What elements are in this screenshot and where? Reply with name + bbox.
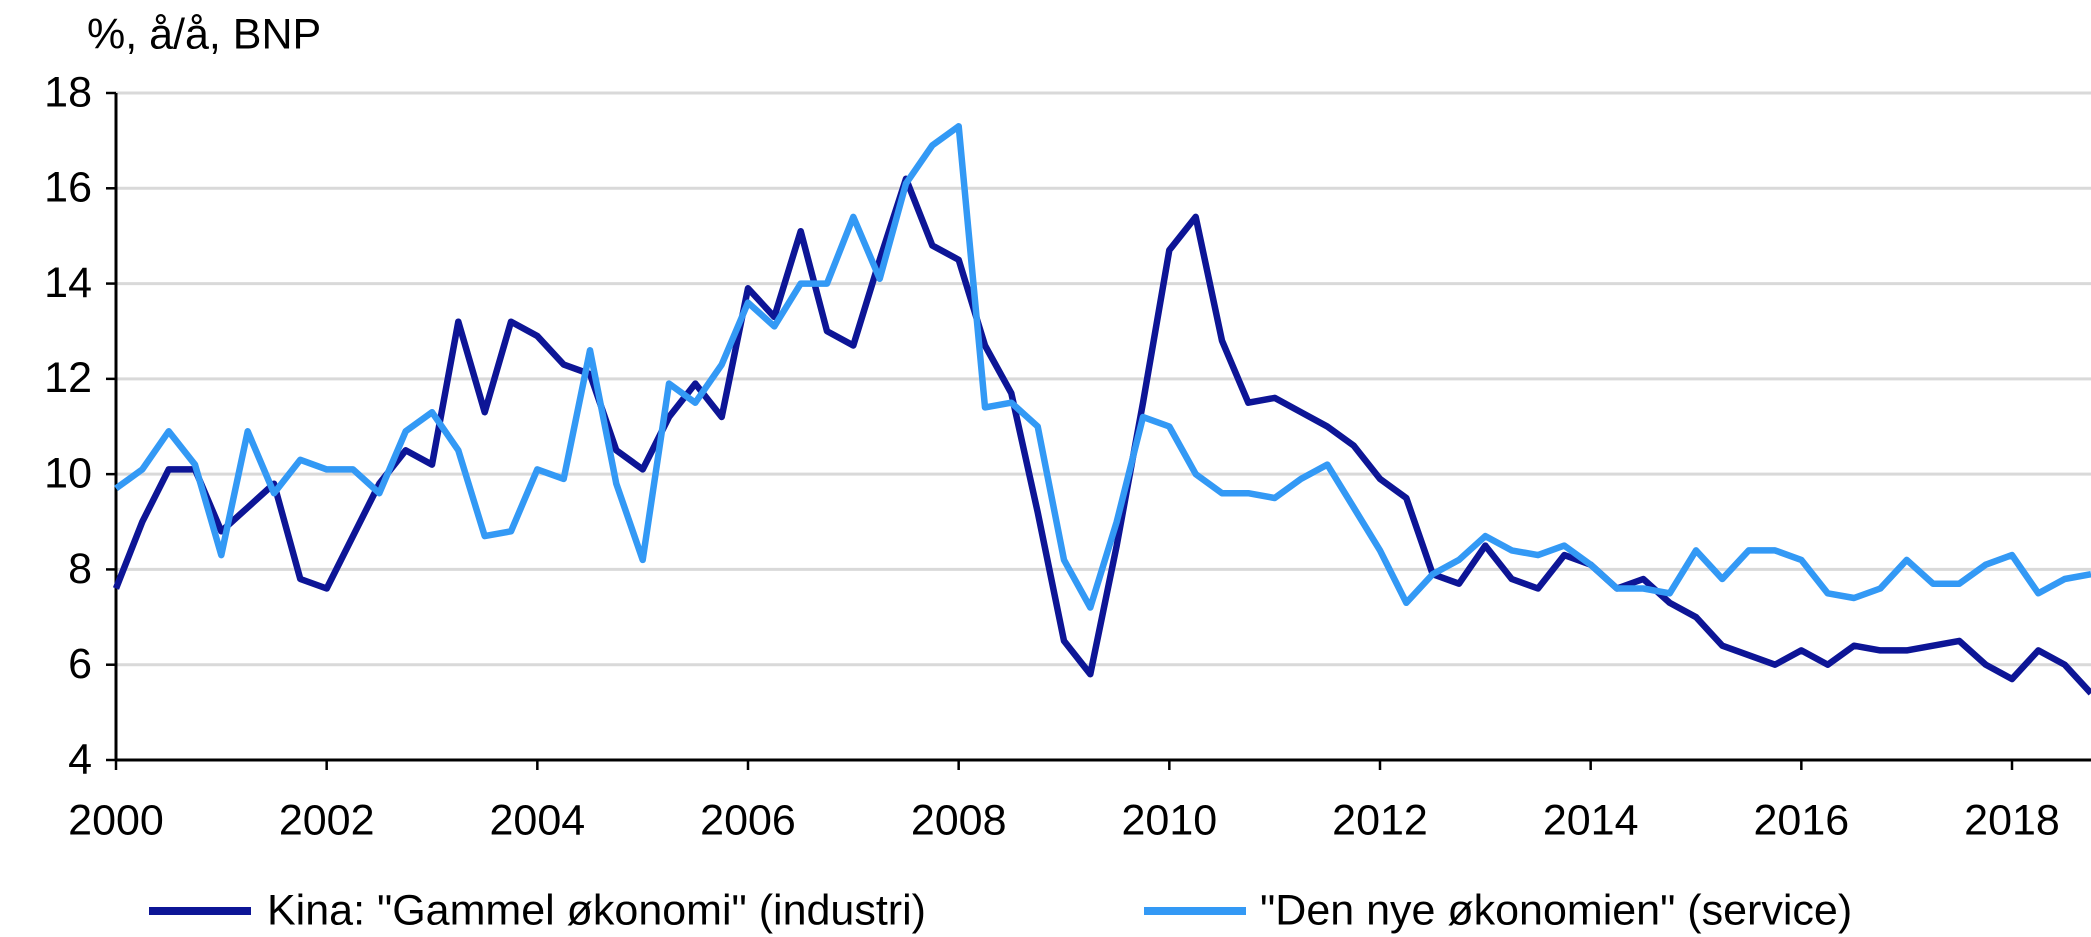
series-line — [112, 175, 2091, 696]
y-tick-label: 16 — [44, 164, 92, 212]
y-tick-label: 10 — [44, 450, 92, 498]
x-tick-label: 2006 — [700, 796, 796, 844]
x-tick-label: 2014 — [1543, 796, 1639, 844]
x-tick-label: 2000 — [68, 796, 164, 844]
legend-label: "Den nye økonomien" (service) — [1260, 886, 1852, 934]
y-tick-label: 4 — [68, 735, 92, 783]
y-tick-label: 14 — [44, 259, 92, 307]
y-tick-label: 8 — [68, 545, 92, 593]
y-tick-label: 6 — [68, 640, 92, 688]
y-tick-label: 12 — [44, 354, 92, 402]
series-line — [114, 123, 2091, 611]
y-tick-label: 18 — [44, 68, 92, 116]
x-tick-label: 2004 — [489, 796, 585, 844]
x-tick-label: 2008 — [911, 796, 1007, 844]
legend-label: Kina: "Gammel økonomi" (industri) — [267, 886, 926, 934]
x-tick-label: 2018 — [1964, 796, 2060, 844]
x-tick-label: 2012 — [1332, 796, 1428, 844]
x-tick-label: 2002 — [279, 796, 375, 844]
x-tick-label: 2016 — [1753, 796, 1849, 844]
y-axis-label: %, å/å, BNP — [87, 10, 321, 58]
x-tick-label: 2010 — [1121, 796, 1217, 844]
